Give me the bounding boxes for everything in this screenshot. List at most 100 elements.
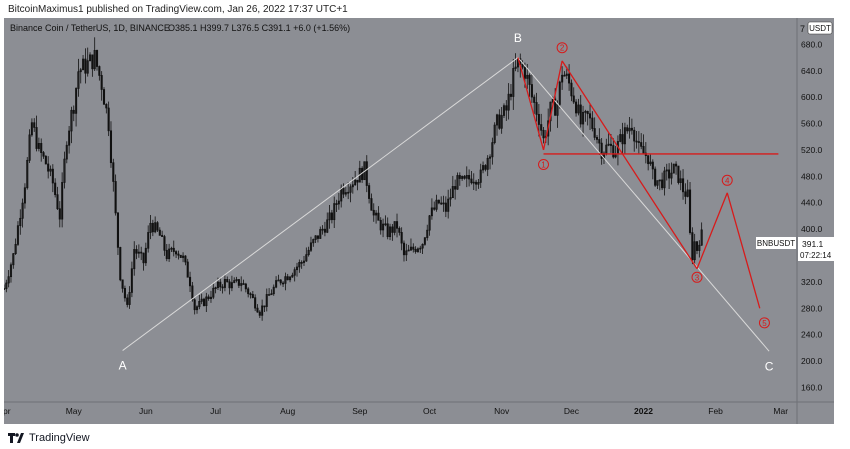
candle-down xyxy=(437,199,440,204)
candle-up xyxy=(440,202,443,205)
wave-label-circle xyxy=(538,158,550,170)
candle-up xyxy=(137,251,140,254)
currency-label: USDT xyxy=(809,24,831,33)
currency-badge[interactable]: USDT xyxy=(807,21,833,35)
candle-up xyxy=(584,111,587,113)
candle-up xyxy=(295,266,299,271)
symbol-tag: BNBUSDT xyxy=(756,237,796,249)
candle-up xyxy=(195,306,199,311)
candle-up xyxy=(619,134,622,142)
candle-down xyxy=(249,293,252,296)
candle-up xyxy=(37,143,40,149)
candle-up xyxy=(233,280,236,283)
candle-down xyxy=(263,305,266,308)
candle-up xyxy=(9,264,13,278)
abc-point-label: A xyxy=(119,359,127,373)
candle-up xyxy=(526,74,529,79)
candle-down xyxy=(112,162,115,182)
candle-down xyxy=(370,198,373,211)
candle-up xyxy=(607,143,610,146)
candle-down xyxy=(433,207,436,210)
candle-down xyxy=(54,182,57,196)
candle-up xyxy=(582,111,585,125)
symbol-tag-label: BNBUSDT xyxy=(757,239,795,248)
candle-down xyxy=(98,66,101,76)
candle-down xyxy=(398,227,401,233)
candle-down xyxy=(591,117,594,129)
candle-up xyxy=(577,104,580,114)
candle-down xyxy=(342,187,345,195)
candle-down xyxy=(635,140,638,143)
candle-up xyxy=(23,187,26,204)
candle-down xyxy=(535,102,538,115)
candle-up xyxy=(344,192,347,195)
candle-up xyxy=(49,168,52,172)
candle-down xyxy=(179,254,182,258)
candle-down xyxy=(114,181,117,214)
candle-up xyxy=(495,114,499,126)
candle-down xyxy=(379,219,382,231)
candle-down xyxy=(568,73,571,84)
y-tick-label: 400.0 xyxy=(801,224,823,234)
candle-up xyxy=(354,179,357,186)
candle-down xyxy=(247,288,250,295)
candle-up xyxy=(512,68,515,97)
candle-up xyxy=(12,253,15,266)
candle-up xyxy=(200,298,203,302)
candle-up xyxy=(302,260,306,263)
candle-up xyxy=(216,281,219,288)
candle-up xyxy=(128,292,131,305)
candle-down xyxy=(688,189,692,233)
candle-up xyxy=(307,249,310,256)
candle-down xyxy=(677,165,680,183)
time-axis-background xyxy=(4,402,834,424)
candle-up xyxy=(21,202,24,219)
chart-legend-ohlc: O385.1 H399.7 L376.5 C391.1 +6.0 (+1.56%… xyxy=(168,23,350,33)
candle-up xyxy=(261,305,264,316)
candle-up xyxy=(321,228,324,231)
candle-up xyxy=(351,184,354,188)
candle-down xyxy=(316,235,319,239)
footer[interactable]: TradingView xyxy=(8,430,90,446)
price-axis[interactable]: 160.0200.0240.0280.0320.0360.0400.0440.0… xyxy=(801,39,823,392)
candle-up xyxy=(347,191,350,194)
candle-up xyxy=(693,241,696,261)
candle-down xyxy=(107,107,110,132)
candle-up xyxy=(423,237,426,245)
candle-up xyxy=(205,296,208,307)
candle-up xyxy=(293,269,296,276)
candle-down xyxy=(575,101,578,114)
candle-down xyxy=(47,163,50,172)
wave-label-number: 4 xyxy=(725,176,730,185)
candle-up xyxy=(305,254,308,262)
candle-down xyxy=(612,145,615,158)
candle-down xyxy=(356,179,359,183)
plot-background xyxy=(4,18,797,402)
candle-up xyxy=(658,179,661,182)
candle-down xyxy=(282,282,285,285)
candle-down xyxy=(684,191,687,197)
candle-down xyxy=(251,294,254,299)
candle-down xyxy=(221,286,224,289)
candle-down xyxy=(642,146,645,154)
candle-up xyxy=(212,287,215,298)
candle-down xyxy=(675,163,678,167)
candle-down xyxy=(588,113,592,119)
candle-up xyxy=(30,122,33,136)
candle-up xyxy=(88,54,92,62)
ab-projection-line xyxy=(122,57,519,351)
wave-annotations: A B C 1 2 3 4 5 xyxy=(119,31,774,374)
candle-up xyxy=(214,287,217,289)
x-tick-label: Apr xyxy=(4,406,11,416)
candle-up xyxy=(154,222,157,233)
time-axis[interactable]: Apr May Jun Jul Aug Sep Oct Nov Dec 2022 Feb Mar xyxy=(4,406,788,416)
candle-down xyxy=(286,276,289,281)
candle-up xyxy=(75,88,78,114)
candle-down xyxy=(570,82,573,97)
candle-up xyxy=(198,301,201,308)
candle-down xyxy=(454,186,457,190)
candle-down xyxy=(365,161,368,186)
candle-up xyxy=(428,215,431,231)
